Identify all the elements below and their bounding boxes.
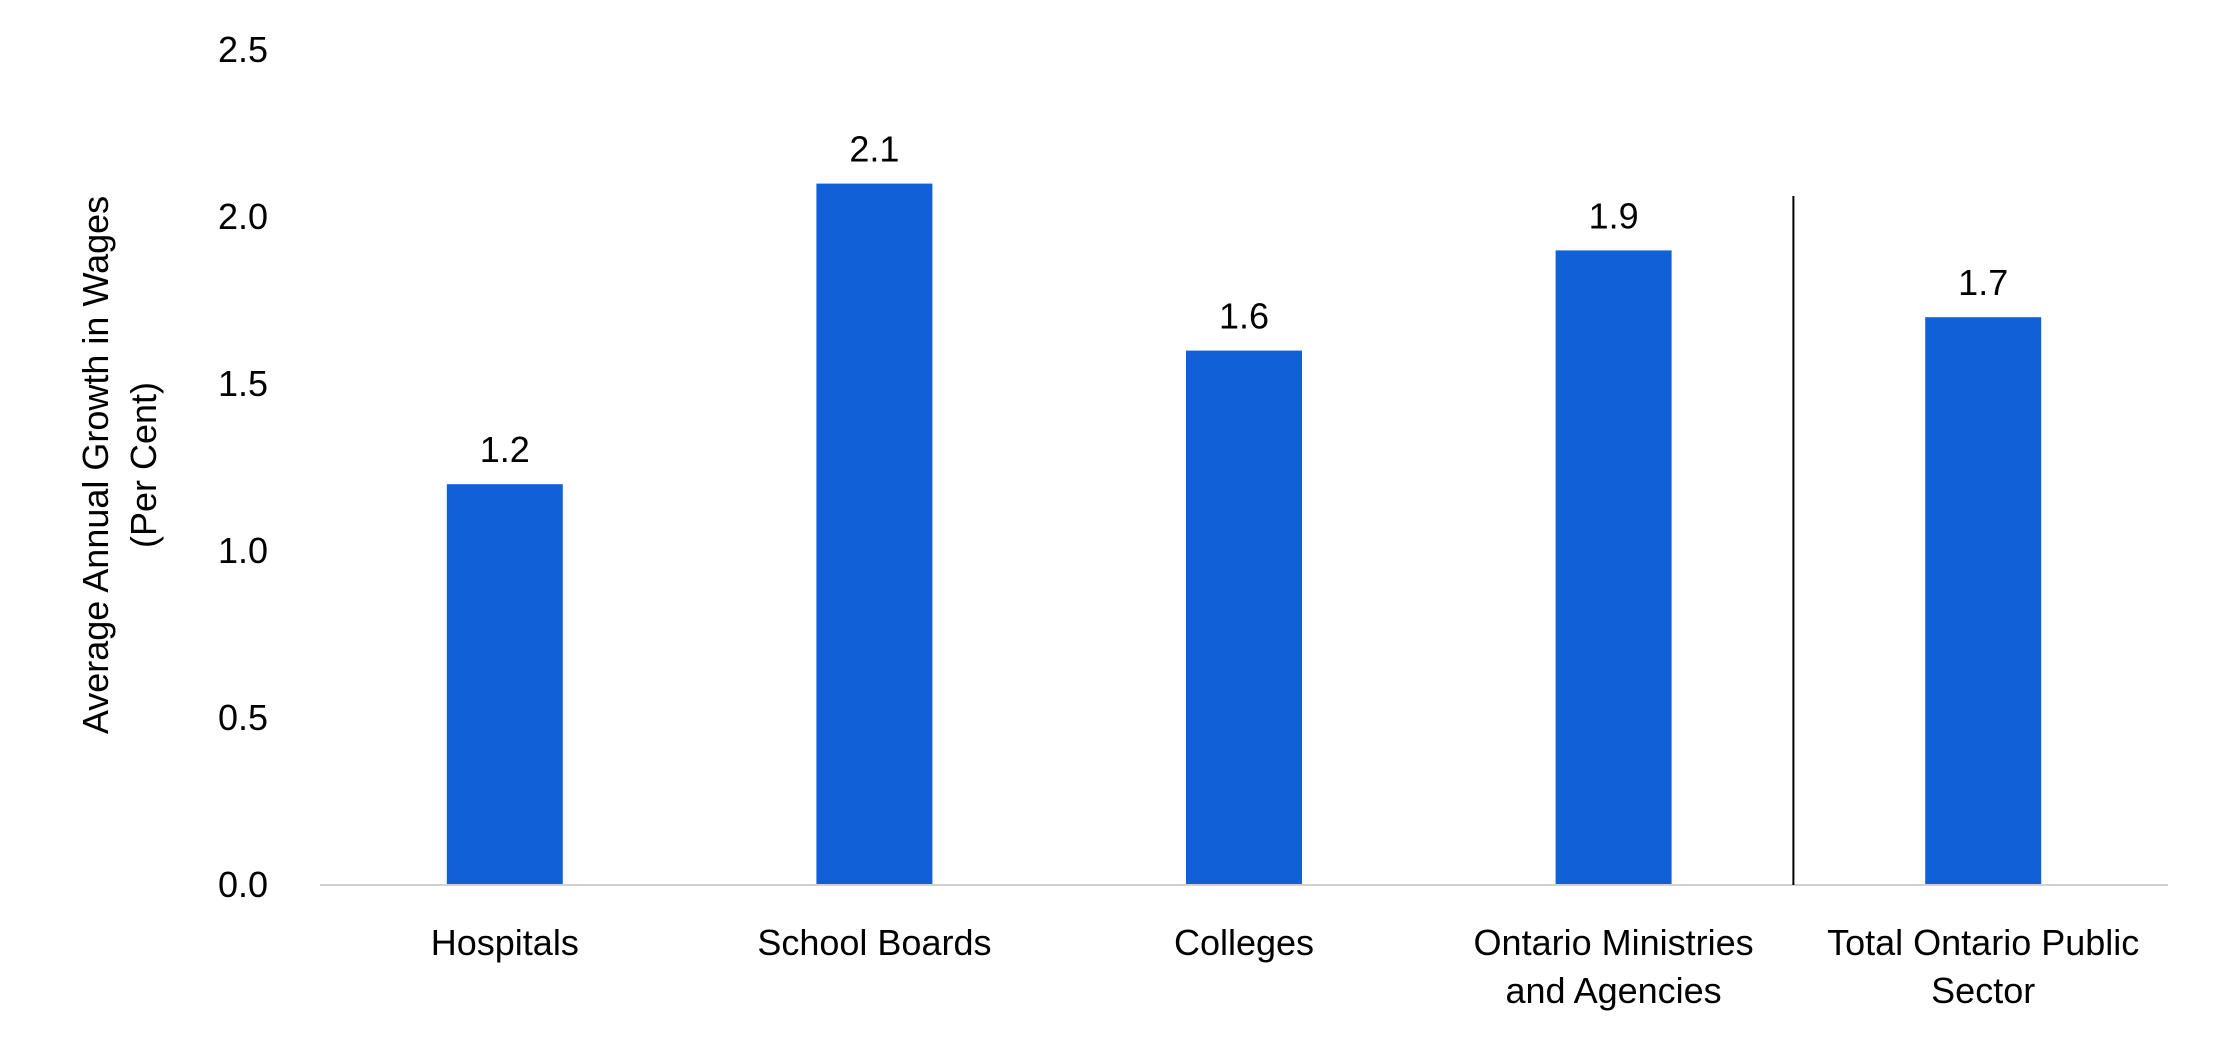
x-axis-categories: Hospitals School Boards Colleges Ontario Mi… — [431, 922, 2140, 1011]
x-category-label-line: School Boards — [757, 922, 991, 963]
y-axis-title-line: Average Annual Growth in Wages — [75, 196, 116, 734]
y-tick-label: 1.0 — [218, 530, 268, 571]
data-label: 2.1 — [849, 129, 899, 170]
data-labels: 1.2 2.1 1.6 1.9 1.7 — [480, 129, 2008, 471]
bar — [816, 183, 933, 886]
bar — [1555, 250, 1672, 885]
x-category-label: Ontario Ministries and Agencies — [1474, 922, 1754, 1011]
y-tick-label: 0.0 — [218, 864, 268, 905]
x-category-label-line: Ontario Ministries — [1474, 922, 1754, 963]
x-category-label-line: Sector — [1931, 970, 2035, 1011]
bar — [1925, 317, 2042, 885]
x-category-label: Colleges — [1174, 922, 1314, 963]
x-category-label-line: Colleges — [1174, 922, 1314, 963]
x-category-label-line: Hospitals — [431, 922, 579, 963]
bar — [1186, 350, 1302, 886]
y-tick-label: 0.5 — [218, 697, 268, 738]
y-axis-title-text: Average Annual Growth in Wages (Per Cent) — [75, 196, 164, 734]
x-category-label: Total Ontario Public Sector — [1827, 922, 2139, 1011]
y-tick-label: 2.0 — [218, 196, 268, 237]
data-label: 1.2 — [480, 429, 530, 470]
x-category-label-line: and Agencies — [1506, 970, 1722, 1011]
y-tick-label: 1.5 — [218, 363, 268, 404]
x-category-label: Hospitals — [431, 922, 579, 963]
y-tick-label: 2.5 — [218, 29, 268, 70]
data-label: 1.7 — [1958, 262, 2008, 303]
x-category-label-line: Total Ontario Public — [1827, 922, 2139, 963]
data-label: 1.6 — [1219, 296, 1269, 337]
bars — [446, 183, 2042, 886]
x-category-label: School Boards — [757, 922, 991, 963]
bar — [446, 484, 563, 885]
y-axis-title: Average Annual Growth in Wages (Per Cent) — [75, 196, 164, 734]
y-axis-ticks: 0.0 0.5 1.0 1.5 2.0 2.5 — [218, 29, 268, 905]
y-axis-title-line: (Per Cent) — [123, 382, 164, 548]
data-label: 1.9 — [1589, 195, 1639, 236]
